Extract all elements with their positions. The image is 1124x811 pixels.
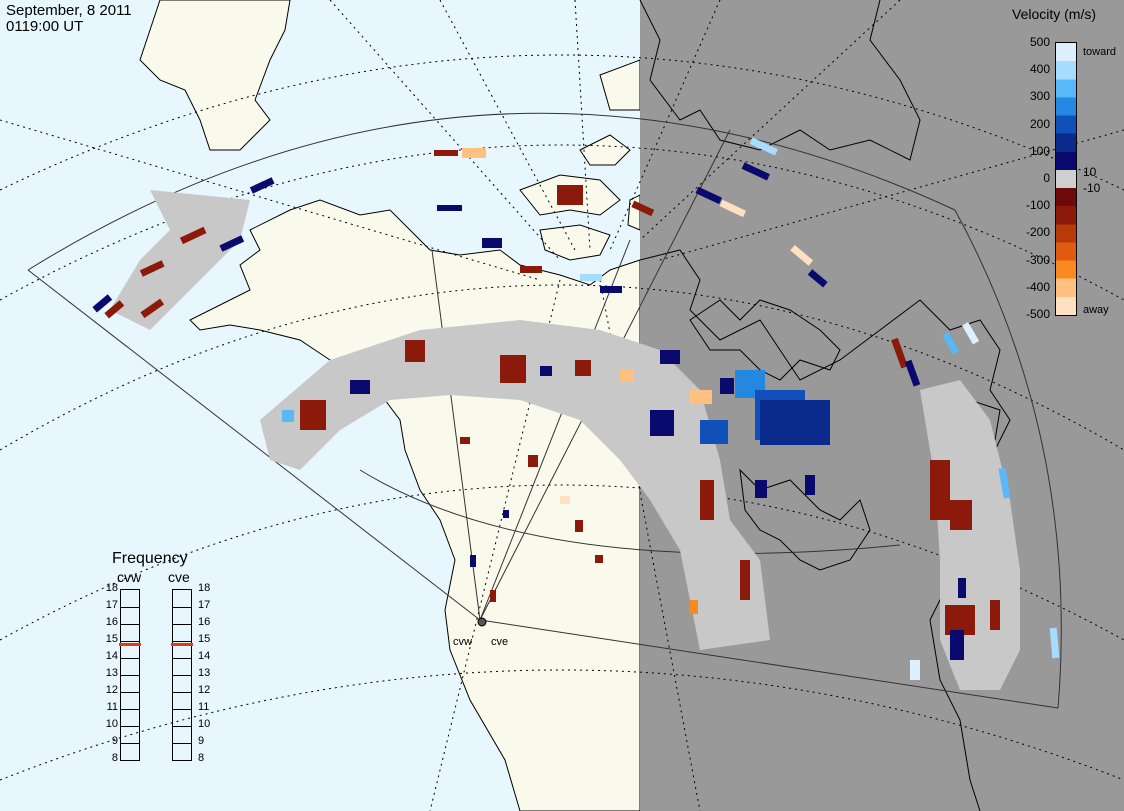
frequency-tick-east: 17 <box>198 599 211 611</box>
velocity-away-label: away <box>1083 304 1109 316</box>
frequency-gridline <box>173 624 191 625</box>
velocity-colorbar <box>1055 42 1077 316</box>
velocity-legend-title: Velocity (m/s) <box>1012 6 1097 22</box>
frequency-gridline <box>173 675 191 676</box>
frequency-radar-west: cvw <box>117 569 142 585</box>
frequency-gridline <box>121 709 139 710</box>
radar-site-marker <box>477 617 487 627</box>
frequency-tick-west: 18 <box>105 582 118 594</box>
velocity-tick: -300 <box>1025 252 1050 267</box>
site-label-west: cvw <box>453 636 472 648</box>
range-arc <box>359 469 901 554</box>
frequency-tick-east: 13 <box>198 667 211 679</box>
frequency-gridline <box>121 726 139 727</box>
frequency-tick-west: 17 <box>105 599 118 611</box>
velocity-tick: -400 <box>1025 279 1050 294</box>
frequency-gridline <box>173 743 191 744</box>
frequency-tick-west: 11 <box>106 701 118 713</box>
frequency-tick-east: 8 <box>198 752 205 764</box>
frequency-tick-east: 14 <box>198 650 211 662</box>
frequency-gridline <box>121 624 139 625</box>
velocity-tick: -200 <box>1025 225 1050 240</box>
velocity-tick: -100 <box>1025 198 1050 213</box>
velocity-tick: -500 <box>1025 307 1050 321</box>
velocity-tick-minus10: -10 <box>1083 181 1101 195</box>
velocity-cells <box>92 137 1060 680</box>
night-shade <box>640 0 1124 811</box>
frequency-marker <box>171 643 193 647</box>
velocity-tick: 300 <box>1029 89 1050 104</box>
frequency-tick-west: 10 <box>105 718 118 730</box>
frequency-tick-west: 14 <box>105 650 118 662</box>
frequency-tick-west: 15 <box>105 633 118 645</box>
frequency-radar-east: cve <box>168 569 190 585</box>
velocity-tick: 0 <box>1043 171 1050 185</box>
site-label-east: cve <box>491 636 509 648</box>
frequency-gridline <box>173 658 191 659</box>
map-time: 0119:00 UT <box>6 18 84 35</box>
frequency-gridline <box>121 607 139 608</box>
frequency-tick-west: 16 <box>105 616 118 628</box>
frequency-tick-east: 9 <box>198 735 205 747</box>
frequency-gridline <box>121 658 139 659</box>
frequency-column-east <box>171 589 193 761</box>
frequency-tick-east: 15 <box>198 633 211 645</box>
velocity-toward-label: toward <box>1083 46 1117 58</box>
frequency-tick-west: 8 <box>111 752 118 764</box>
frequency-tick-east: 18 <box>198 582 211 594</box>
frequency-gridline <box>173 692 191 693</box>
frequency-tick-east: 12 <box>198 684 211 696</box>
frequency-gridline <box>121 641 139 642</box>
frequency-gridline <box>173 709 191 710</box>
velocity-tick: 200 <box>1029 116 1050 131</box>
frequency-gridline <box>121 675 139 676</box>
frequency-marker <box>119 643 141 647</box>
velocity-tick: 100 <box>1029 143 1050 158</box>
frequency-gridline <box>173 607 191 608</box>
frequency-gridline <box>121 692 139 693</box>
frequency-gridline <box>173 726 191 727</box>
frequency-tick-west: 13 <box>105 667 118 679</box>
velocity-tick: 500 <box>1029 35 1050 49</box>
velocity-tick: 400 <box>1029 62 1050 77</box>
frequency-gridline <box>121 743 139 744</box>
frequency-title: Frequency <box>112 550 188 567</box>
velocity-tick-plus10: 10 <box>1083 165 1097 179</box>
frequency-tick-east: 16 <box>198 616 211 628</box>
frequency-gridline <box>173 641 191 642</box>
frequency-column-west <box>119 589 141 761</box>
frequency-tick-west: 12 <box>105 684 118 696</box>
frequency-tick-east: 11 <box>198 701 210 713</box>
frequency-tick-east: 10 <box>198 718 211 730</box>
map-date: September, 8 2011 <box>6 2 132 19</box>
frequency-tick-west: 9 <box>111 735 118 747</box>
